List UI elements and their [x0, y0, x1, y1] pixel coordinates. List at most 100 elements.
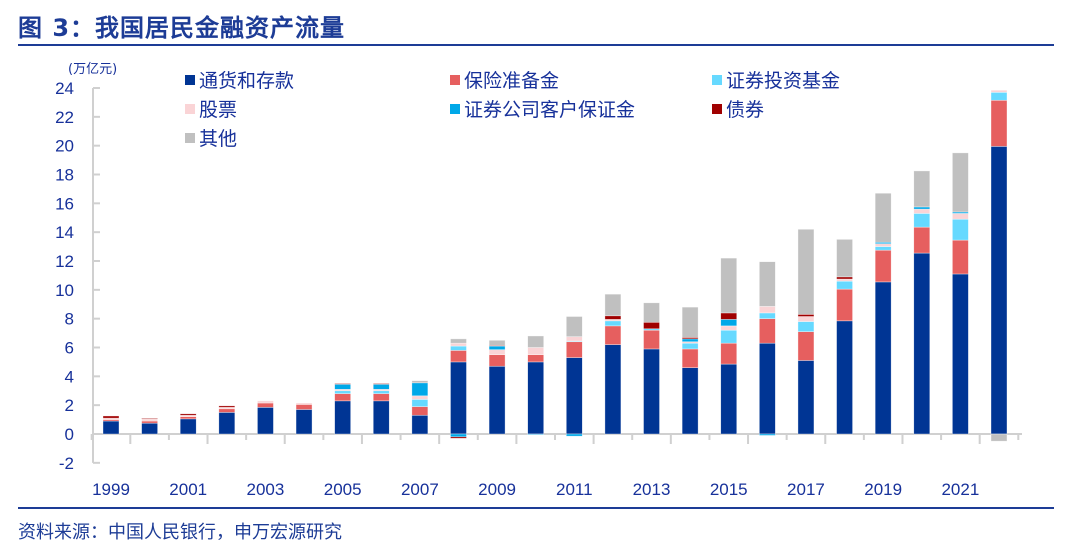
bar-segment-2009-s0: [488, 365, 506, 435]
bar-segment-2003-s1: [257, 402, 274, 408]
bar-segment-2006-s0: [372, 400, 390, 435]
bar-segment-2017-s6: [797, 228, 815, 315]
bar-segment-2012-s5: [604, 315, 622, 320]
source-note: 资料来源：中国人民银行，申万宏源研究: [18, 522, 342, 543]
legend-swatch: [450, 75, 460, 85]
bar-segment-2018-s5: [836, 276, 853, 280]
bar-segment-2004-s0: [295, 409, 313, 435]
bar-segment-2002-s0: [218, 412, 236, 435]
legend-swatch: [185, 75, 195, 85]
y-tick-label: 6: [65, 339, 74, 358]
bar-segment-2022-s2: [990, 92, 1008, 101]
bar-segment-2000-s0: [141, 422, 158, 435]
bar-segment-2018-s6: [836, 239, 853, 278]
x-tick-label: 2009: [478, 480, 516, 499]
legend-label: 股票: [199, 99, 237, 121]
x-tick-label: 2021: [941, 480, 979, 499]
bar-segment-2014-s1: [681, 348, 699, 368]
y-tick-label: 24: [55, 79, 74, 98]
bar-segment-2017-s1: [797, 331, 815, 361]
bar-segment-2005-s1: [334, 393, 351, 402]
bar-segment-2001-s5: [179, 413, 197, 416]
title-divider: [18, 44, 1054, 46]
y-axis-unit: (万亿元): [68, 62, 117, 77]
legend-label: 通货和存款: [199, 70, 294, 92]
bar-segment-2008-s4: [450, 433, 467, 438]
bar-segment-2015-s6: [720, 257, 738, 314]
bar-segment-1999-s0: [102, 420, 120, 435]
bar-segment-2007-s0: [411, 414, 429, 435]
y-tick-label: 2: [65, 396, 74, 415]
bar-segment-2001-s1: [179, 416, 197, 420]
legend-swatch: [712, 104, 722, 114]
x-tick-label: 2017: [787, 480, 825, 499]
bar-segment-2005-s2: [334, 390, 351, 394]
bar-segment-2014-s6: [681, 306, 699, 338]
bar-segment-2021-s1: [952, 239, 969, 275]
y-tick-label: 20: [55, 137, 74, 156]
bar-segment-2015-s2: [720, 329, 738, 344]
bar-segment-2004-s3: [295, 402, 313, 405]
bar-segment-2020-s1: [913, 226, 931, 254]
bar-segment-2018-s1: [836, 288, 853, 322]
bar-segment-2008-s5: [450, 436, 467, 439]
chart-title: 图 3：我国居民金融资产流量: [18, 14, 346, 42]
bar-segment-2017-s0: [797, 360, 815, 435]
legend-label: 保险准备金: [464, 70, 559, 92]
legend-label: 其他: [199, 128, 237, 150]
bar-segment-2004-s1: [295, 404, 313, 410]
bar-segment-2006-s5: [372, 383, 390, 385]
x-tick-label: 2011: [556, 480, 593, 499]
bar-segment-2017-s3: [797, 316, 815, 322]
bar-segment-2008-s6: [450, 338, 467, 344]
bar-segment-2014-s4: [681, 338, 699, 343]
bar-segment-2006-s4: [372, 383, 390, 390]
bar-segment-2021-s6: [952, 152, 969, 213]
bar-segment-2014-s0: [681, 367, 699, 435]
y-tick-label: 16: [55, 194, 74, 213]
bar-segment-2013-s0: [643, 348, 660, 435]
bar-segment-2009-s1: [488, 354, 506, 367]
bar-segment-2012-s6: [604, 293, 622, 317]
bar-segment-2002-s5: [218, 405, 236, 408]
bar-segment-2009-s4: [488, 345, 506, 350]
bar-segment-2016-s2: [759, 312, 776, 319]
bar-segment-2015-s5: [720, 312, 738, 320]
bar-segment-2014-s2: [681, 342, 699, 350]
bar-segment-2009-s3: [488, 349, 506, 356]
bar-segment-2007-s2: [411, 399, 429, 407]
x-tick-label: 2007: [401, 480, 439, 499]
bar-segment-2021-s3: [952, 213, 969, 220]
bar-segment-2016-s6: [759, 261, 776, 307]
bar-segment-2007-s4: [411, 382, 429, 397]
bar-segment-2018-s0: [836, 320, 853, 435]
bar-segment-2010-s3: [527, 347, 544, 356]
bar-segment-2022-s0: [990, 146, 1008, 435]
bar-segment-2000-s3: [141, 418, 158, 422]
bar-segment-2017-s2: [797, 321, 815, 332]
legend-label: 债券: [726, 99, 764, 121]
y-tick-label: 14: [55, 223, 74, 242]
bar-segment-2018-s3: [836, 278, 853, 282]
bar-segment-2007-s6: [411, 380, 429, 384]
bar-segment-2001-s0: [179, 418, 197, 435]
bar-segment-2008-s1: [450, 350, 467, 363]
y-tick-label: 18: [55, 166, 74, 185]
bar-segment-2018-s2: [836, 280, 853, 290]
bar-segment-2012-s2: [604, 320, 622, 327]
bar-segment-2010-s6: [527, 335, 544, 348]
bar-segment-2013-s5: [643, 321, 660, 330]
bar-segment-2021-s0: [952, 273, 969, 435]
bar-segment-2022-s3: [990, 89, 1008, 93]
bar-segment-2010-s4: [527, 433, 544, 436]
bar-segment-2008-s0: [450, 361, 467, 435]
y-tick-label: 0: [65, 425, 74, 444]
bar-segment-2009-s6: [488, 339, 506, 346]
y-tick-label: 10: [55, 281, 74, 300]
bar-segment-2007-s3: [411, 395, 429, 400]
bar-segment-2020-s3: [913, 208, 931, 214]
bar-segment-2008-s3: [450, 342, 467, 347]
bar-segment-2020-s0: [913, 252, 931, 435]
legend-swatch: [450, 104, 460, 114]
